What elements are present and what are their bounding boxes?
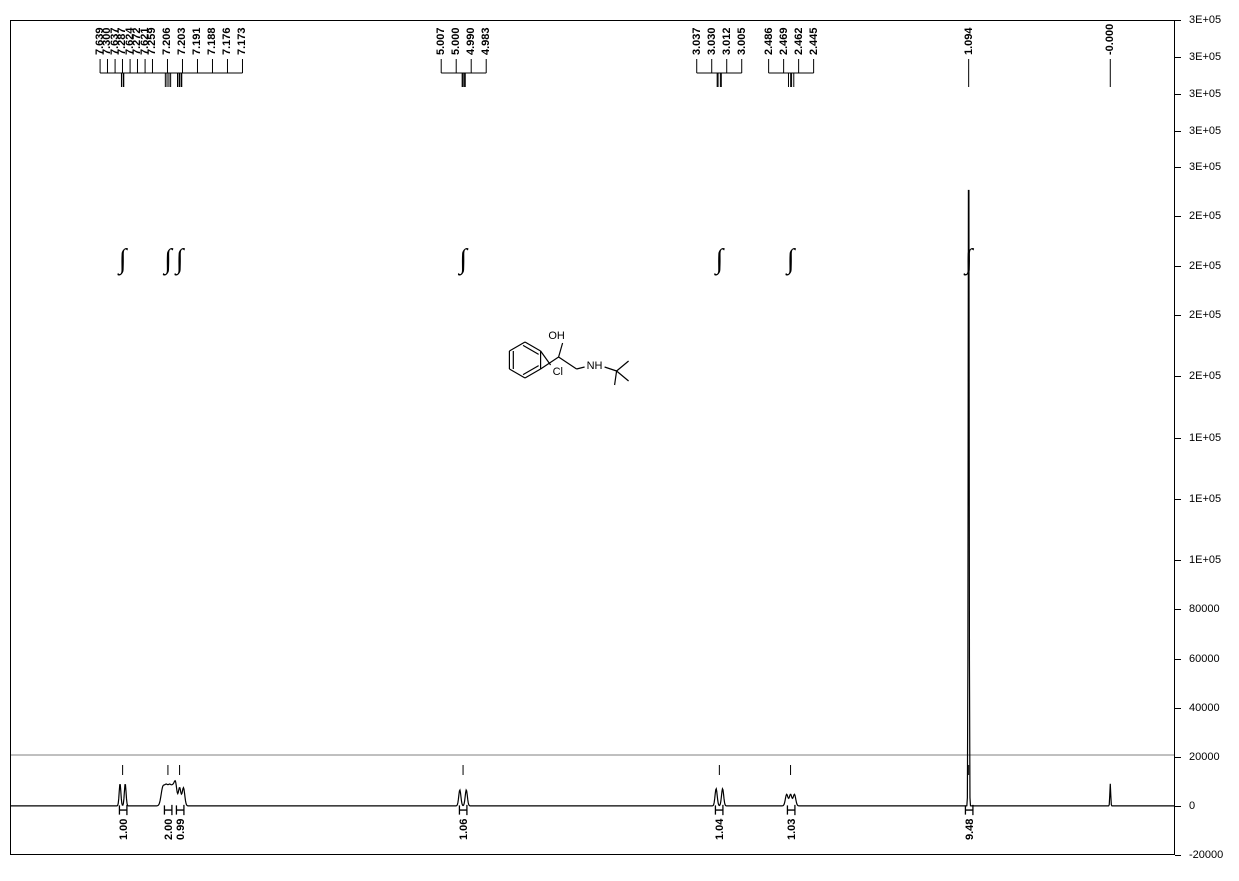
svg-text:NH: NH <box>587 360 603 372</box>
y-axis-tick <box>1175 216 1181 217</box>
y-axis-tick <box>1175 708 1181 709</box>
peak-ppm-label: 3.030 <box>706 27 718 55</box>
integral-value-label: 9.48 工 <box>961 805 977 840</box>
y-axis-tick <box>1175 315 1181 316</box>
integral-curve-mark: ∫ <box>119 244 127 276</box>
peak-ppm-label: 2.469 <box>778 27 790 55</box>
y-axis-tick-label: 40000 <box>1189 702 1220 714</box>
peak-ppm-label: 1.094 <box>963 27 975 55</box>
integral-value-label: 1.06 工 <box>455 805 471 840</box>
y-axis-tick <box>1175 167 1181 168</box>
y-axis-tick <box>1175 266 1181 267</box>
peak-ppm-label: 3.005 <box>736 27 748 55</box>
peak-ppm-label: 3.037 <box>691 27 703 55</box>
peak-ppm-label: 4.983 <box>480 27 492 55</box>
peak-ppm-label: 4.990 <box>465 27 477 55</box>
y-axis-tick <box>1175 757 1181 758</box>
y-axis-tick <box>1175 376 1181 377</box>
peak-ppm-label: 7.173 <box>236 27 248 55</box>
y-axis-tick <box>1175 131 1181 132</box>
peak-ppm-label: 7.287 <box>116 27 128 55</box>
peak-ppm-label: 5.007 <box>435 27 447 55</box>
y-axis-tick-label: 3E+05 <box>1189 14 1221 26</box>
y-axis-tick-label: 60000 <box>1189 653 1220 665</box>
svg-text:OH: OH <box>548 330 565 342</box>
peak-ppm-label: 7.188 <box>206 27 218 55</box>
y-axis-tick <box>1175 94 1181 95</box>
y-axis-tick-label: 20000 <box>1189 751 1220 763</box>
peak-ppm-label: 7.300 <box>101 27 113 55</box>
y-axis-tick-label: 1E+05 <box>1189 493 1221 505</box>
integral-curve-mark: ∫ <box>787 244 795 276</box>
y-axis-tick-label: 3E+05 <box>1189 161 1221 173</box>
y-axis-tick-label: 0 <box>1189 800 1195 812</box>
integral-curve-mark: ∫ <box>716 244 724 276</box>
integral-curve-mark: ∫ <box>965 244 973 276</box>
peak-ppm-label: 5.000 <box>450 27 462 55</box>
spectrum-line <box>0 0 1239 881</box>
y-axis-tick-label: 80000 <box>1189 603 1220 615</box>
y-axis-tick <box>1175 560 1181 561</box>
integral-value-label: 1.00 工 <box>115 805 131 840</box>
y-axis-tick <box>1175 57 1181 58</box>
y-axis-tick <box>1175 855 1181 856</box>
y-axis-tick-label: 3E+05 <box>1189 88 1221 100</box>
peak-ppm-label: 2.486 <box>763 27 775 55</box>
y-axis-tick-label: 2E+05 <box>1189 260 1221 272</box>
y-axis-tick <box>1175 20 1181 21</box>
integral-value-label: 1.03 工 <box>783 805 799 840</box>
y-axis-tick-label: 2E+05 <box>1189 309 1221 321</box>
peak-ppm-label: -0.000 <box>1104 24 1116 55</box>
nmr-figure: OH NH Cl -20000 0 20000 40000 60000 80000 1E+05 1… <box>0 0 1239 881</box>
svg-text:Cl: Cl <box>553 366 563 378</box>
y-axis-tick-label: 2E+05 <box>1189 370 1221 382</box>
y-axis-tick <box>1175 609 1181 610</box>
peak-ppm-label: 2.445 <box>808 27 820 55</box>
integral-value-label: 0.99 工 <box>172 805 188 840</box>
peak-ppm-label: 7.176 <box>221 27 233 55</box>
peak-ppm-label: 7.206 <box>161 27 173 55</box>
peak-ppm-label: 2.462 <box>793 27 805 55</box>
integral-curve-mark: ∫ <box>164 244 172 276</box>
peak-ppm-label: 3.012 <box>721 27 733 55</box>
peak-ppm-label: 7.203 <box>176 27 188 55</box>
y-axis-tick-label: 1E+05 <box>1189 554 1221 566</box>
integral-curve-mark: ∫ <box>459 244 467 276</box>
y-axis-tick <box>1175 438 1181 439</box>
y-axis-tick-label: -20000 <box>1189 849 1223 861</box>
y-axis-tick-label: 2E+05 <box>1189 210 1221 222</box>
peak-ppm-label: 7.259 <box>146 27 158 55</box>
y-axis-tick-label: 3E+05 <box>1189 125 1221 137</box>
integral-curve-mark: ∫ <box>176 244 184 276</box>
y-axis-tick <box>1175 499 1181 500</box>
y-axis-tick-label: 3E+05 <box>1189 51 1221 63</box>
y-axis-tick-label: 1E+05 <box>1189 432 1221 444</box>
peak-ppm-label: 7.272 <box>131 27 143 55</box>
molecule-structure: OH NH Cl <box>490 300 670 420</box>
y-axis-tick <box>1175 659 1181 660</box>
peak-ppm-label: 7.191 <box>191 27 203 55</box>
integral-value-label: 1.04 工 <box>711 805 727 840</box>
y-axis-tick <box>1175 806 1181 807</box>
